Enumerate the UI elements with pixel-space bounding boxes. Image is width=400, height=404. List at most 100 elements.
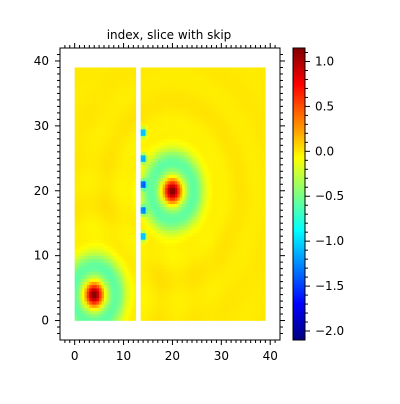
heatmap-cell [116,278,119,282]
heatmap-cell [177,310,181,315]
heatmap-cell [74,255,78,260]
heatmap-cell [128,262,132,266]
heatmap-cell [91,77,95,81]
heatmap-cell [196,200,200,205]
heatmap-cell [211,86,215,91]
heatmap-cell [172,219,176,224]
heatmap-cell [133,83,137,88]
heatmap-cell [121,213,124,218]
heatmap-cell [192,275,195,279]
heatmap-cell [104,86,107,91]
heatmap-cell [165,245,168,250]
heatmap-cell [140,184,144,188]
heatmap-cell [143,242,146,247]
heatmap-cell [123,236,127,240]
heatmap-cell [226,77,229,81]
heatmap-cell [233,245,237,250]
heatmap-cell [167,249,171,253]
heatmap-cell [94,129,97,133]
heatmap-cell [165,174,168,179]
heatmap-cell [165,203,168,208]
heatmap-cell [96,106,100,110]
heatmap-cell [108,219,112,224]
heatmap-cell [206,236,210,240]
heatmap-cell [155,181,159,185]
heatmap-cell [101,145,105,149]
heatmap-cell [155,96,159,101]
heatmap-cell [167,103,171,107]
heatmap-cell [133,77,137,81]
heatmap-cell [155,229,159,234]
heatmap-cell [104,197,107,201]
heatmap-cell [91,116,95,120]
heatmap-cell [123,213,127,218]
heatmap-cell [152,190,156,195]
heatmap-cell [99,200,102,205]
heatmap-cell [182,213,185,218]
heatmap-cell [99,138,102,143]
heatmap-cell [140,265,144,269]
heatmap-cell [174,288,178,292]
heatmap-cell [174,80,178,84]
heatmap-cell [82,132,85,136]
heatmap-cell [221,70,225,75]
heatmap-cell [118,197,122,201]
heatmap-cell [91,158,95,162]
heatmap-cell [189,80,193,84]
heatmap-cell [187,301,190,305]
heatmap-cell [118,164,122,169]
heatmap-cell [177,145,181,149]
heatmap-cell [86,93,90,97]
heatmap-cell [192,168,195,172]
heatmap-cell [179,132,183,136]
heatmap-cell [201,268,205,273]
heatmap-cell [157,129,161,133]
heatmap-cell [99,96,102,101]
heatmap-cell [106,307,110,312]
heatmap-cell [118,148,122,153]
heatmap-cell [162,151,166,156]
heatmap-cell [150,80,154,84]
heatmap-cell [133,184,137,188]
heatmap-cell [179,177,183,182]
heatmap-cell [130,284,134,289]
heatmap-cell [77,216,80,221]
heatmap-cell [152,177,156,182]
heatmap-cell [91,294,95,299]
heatmap-cell [214,197,217,201]
heatmap-cell [108,249,112,253]
heatmap-cell [179,258,183,263]
heatmap-cell [74,245,78,250]
heatmap-cell [174,236,178,240]
heatmap-cell [145,109,149,114]
heatmap-cell [111,67,115,72]
heatmap-cell [226,236,229,240]
heatmap-cell [214,106,217,110]
heatmap-cell [199,151,203,156]
heatmap-cell [187,93,190,97]
heatmap-cell [140,99,144,104]
heatmap-cell [128,122,132,127]
heatmap-cell [233,271,237,276]
heatmap-cell [160,122,163,127]
heatmap-cell [150,83,154,88]
heatmap-cell [89,142,93,146]
heatmap-cell [170,86,173,91]
heatmap-cell [121,223,124,227]
heatmap-cell [86,226,90,230]
heatmap-cell [162,275,166,279]
heatmap-cell [179,301,183,305]
heatmap-cell [104,206,107,211]
heatmap-cell [204,255,207,260]
heatmap-cell [123,151,127,156]
heatmap-cell [128,138,132,143]
heatmap-cell [160,145,163,149]
heatmap-cell [113,171,117,175]
heatmap-cell [74,138,78,143]
heatmap-cell [157,304,161,308]
heatmap-cell [113,307,117,312]
heatmap-cell [74,96,78,101]
heatmap-cell [82,142,85,146]
heatmap-cell [199,135,203,140]
heatmap-cell [91,67,95,72]
